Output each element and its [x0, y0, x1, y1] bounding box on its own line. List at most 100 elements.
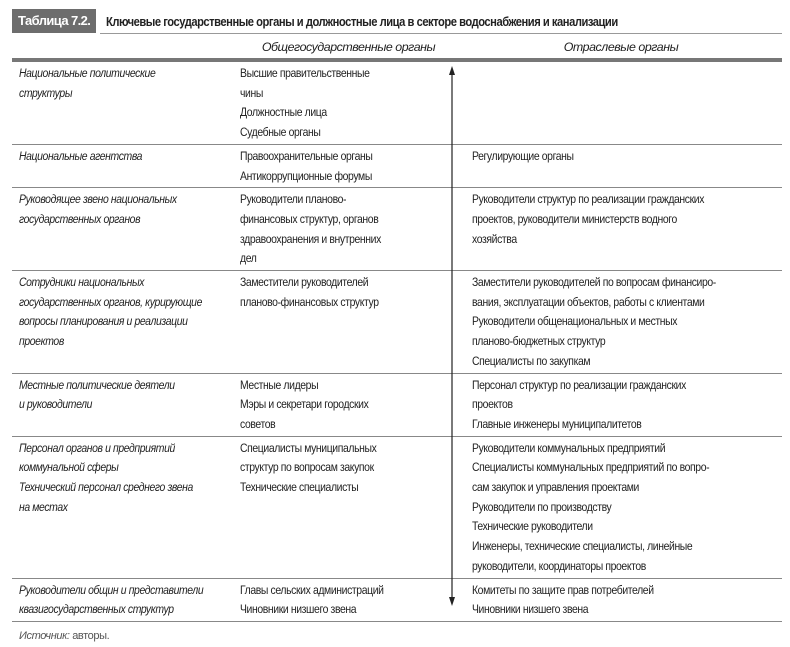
national-cell: Местные лидеры Мэры и секретари городских…: [237, 373, 460, 437]
cell-line: Руководители общин и представители: [19, 582, 204, 597]
cell-line: Специалисты коммунальных предприятий по …: [472, 460, 710, 475]
cell-line: Чиновники низшего звена: [240, 602, 357, 617]
table-label: Таблица 7.2.: [12, 9, 97, 33]
national-cell: Заместители руководителей планово-финансо…: [237, 270, 460, 374]
vertical-double-arrow-icon: [449, 66, 455, 606]
cell-line: проектов: [19, 334, 64, 349]
cell-line: Специалисты муниципальных: [240, 440, 377, 455]
sector-cell: Руководители структур по реализации граж…: [460, 187, 782, 272]
national-cell: Руководители планово-финансовых структур…: [237, 187, 460, 272]
table-title: Ключевые государственные органы и должно…: [106, 13, 619, 29]
cell-line: Руководители коммунальных предприятий: [472, 440, 666, 455]
cell-line: Персонал структур по реализации гражданс…: [472, 377, 686, 392]
cell-line: Руководители структур по реализации граж…: [472, 192, 705, 207]
cell-line: финансовых структур, органов: [240, 211, 379, 226]
cell-line: Руководящее звено национальных: [19, 192, 177, 207]
table-row: Руководящее звено национальных государств…: [12, 187, 782, 272]
cell-line: Правоохранительные органы: [240, 148, 373, 163]
cell-line: Местные лидеры: [240, 377, 319, 392]
cell-line: Национальные агентства: [19, 148, 143, 163]
cell-line: проектов, руководители министерств водно…: [472, 211, 677, 226]
cell-line: Высшие правительственные: [240, 66, 370, 80]
officials-table: Общегосударственные органы Отраслевые ор…: [12, 36, 782, 622]
level-cell: Национальные агентства: [12, 144, 237, 189]
cell-line: Местные политические деятели: [19, 377, 175, 392]
table-row: Сотрудники национальных государственных о…: [12, 270, 782, 374]
cell-line: Антикоррупционные форумы: [240, 168, 372, 183]
sector-cell: [460, 60, 782, 145]
cell-line: Персонал органов и предприятий: [19, 440, 175, 455]
cell-line: Инженеры, технические специалисты, линей…: [472, 539, 693, 554]
level-cell: Сотрудники национальных государственных о…: [12, 270, 237, 374]
table-row: Руководители общин и представители квазиг…: [12, 578, 782, 622]
cell-line: вания, эксплуатации объектов, работы с к…: [472, 294, 705, 309]
cell-line: Национальные политические: [19, 66, 156, 80]
table-row: Национальные агентства Правоохранительные…: [12, 144, 782, 189]
sector-cell: Руководители коммунальных предприятий Спе…: [460, 436, 782, 579]
national-cell: Высшие правительственные чины Должностные …: [237, 60, 460, 145]
cell-line: структур по вопросам закупок: [240, 460, 374, 475]
level-cell: Местные политические деятели и руководите…: [12, 373, 237, 437]
cell-line: Заместители руководителей по вопросам фи…: [472, 275, 716, 290]
cell-line: квазигосударственных структур: [19, 602, 174, 617]
cell-line: Руководители общенациональных и местных: [472, 314, 678, 329]
table-row: Местные политические деятели и руководите…: [12, 373, 782, 437]
table-row: Национальные политические структуры Высшие…: [12, 60, 782, 145]
cell-line: Сотрудники национальных: [19, 275, 145, 290]
cell-line: проектов: [472, 397, 513, 412]
cell-line: вопросы планирования и реализации: [19, 314, 188, 329]
cell-line: хозяйства: [472, 231, 517, 246]
sector-cell: Комитеты по защите прав потребителей Чино…: [460, 578, 782, 622]
cell-line: структуры: [19, 85, 73, 100]
national-cell: Специалисты муниципальных структур по воп…: [237, 436, 460, 579]
cell-line: Судебные органы: [240, 125, 321, 140]
cell-line: Руководители по производству: [472, 499, 612, 514]
cell-line: Специалисты по закупкам: [472, 353, 591, 368]
cell-line: и руководители: [19, 397, 93, 412]
header-level: [12, 36, 237, 62]
cell-line: Технический персонал среднего звена: [19, 480, 193, 495]
sector-cell: Персонал структур по реализации гражданс…: [460, 373, 782, 437]
header-national: Общегосударственные органы: [237, 36, 460, 62]
source-label: Источник:: [19, 629, 70, 642]
level-cell: Национальные политические структуры: [12, 60, 237, 145]
level-cell: Руководящее звено национальных государств…: [12, 187, 237, 272]
cell-line: Главы сельских администраций: [240, 582, 384, 597]
cell-line: Регулирующие органы: [472, 148, 574, 163]
cell-line: Заместители руководителей: [240, 275, 369, 290]
cell-line: планово-финансовых структур: [240, 294, 379, 309]
table-row: Персонал органов и предприятий коммунальн…: [12, 436, 782, 579]
cell-line: сам закупок и управления проектами: [472, 480, 639, 495]
cell-line: Руководители планово-: [240, 192, 347, 207]
cell-line: Мэры и секретари городских: [240, 397, 369, 412]
cell-line: Комитеты по защите прав потребителей: [472, 582, 654, 597]
cell-line: Технические специалисты: [240, 480, 359, 495]
cell-line: советов: [240, 416, 276, 431]
cell-line: дел: [240, 251, 257, 266]
cell-line: Технические руководители: [472, 519, 593, 534]
cell-line: Главные инженеры муниципалитетов: [472, 416, 642, 431]
sector-cell: Регулирующие органы: [460, 144, 782, 189]
cell-line: государственных органов: [19, 211, 141, 226]
sector-cell: Заместители руководителей по вопросам фи…: [460, 270, 782, 374]
national-cell: Правоохранительные органы Антикоррупционн…: [237, 144, 460, 189]
national-cell: Главы сельских администраций Чиновники ни…: [237, 578, 460, 622]
cell-line: руководители, координаторы проектов: [472, 558, 646, 573]
level-cell: Персонал органов и предприятий коммунальн…: [12, 436, 237, 579]
cell-line: коммунальной сферы: [19, 460, 119, 475]
table-block: Общегосударственные органы Отраслевые ор…: [12, 36, 782, 642]
table-caption: Таблица 7.2. Ключевые государственные ор…: [12, 9, 782, 33]
title-divider: [100, 33, 782, 34]
cell-line: здравоохранения и внутренних: [240, 231, 381, 246]
level-cell: Руководители общин и представители квазиг…: [12, 578, 237, 622]
cell-line: на местах: [19, 499, 68, 514]
source-note: Источник: авторы.: [19, 630, 782, 642]
cell-line: Чиновники низшего звена: [472, 602, 589, 617]
header-sector: Отраслевые органы: [460, 36, 782, 62]
cell-line: государственных органов, курирующие: [19, 294, 203, 309]
header-row: Общегосударственные органы Отраслевые ор…: [12, 36, 782, 62]
source-text: авторы.: [69, 629, 110, 642]
cell-line: чины: [240, 85, 263, 100]
cell-line: Должностные лица: [240, 105, 327, 120]
